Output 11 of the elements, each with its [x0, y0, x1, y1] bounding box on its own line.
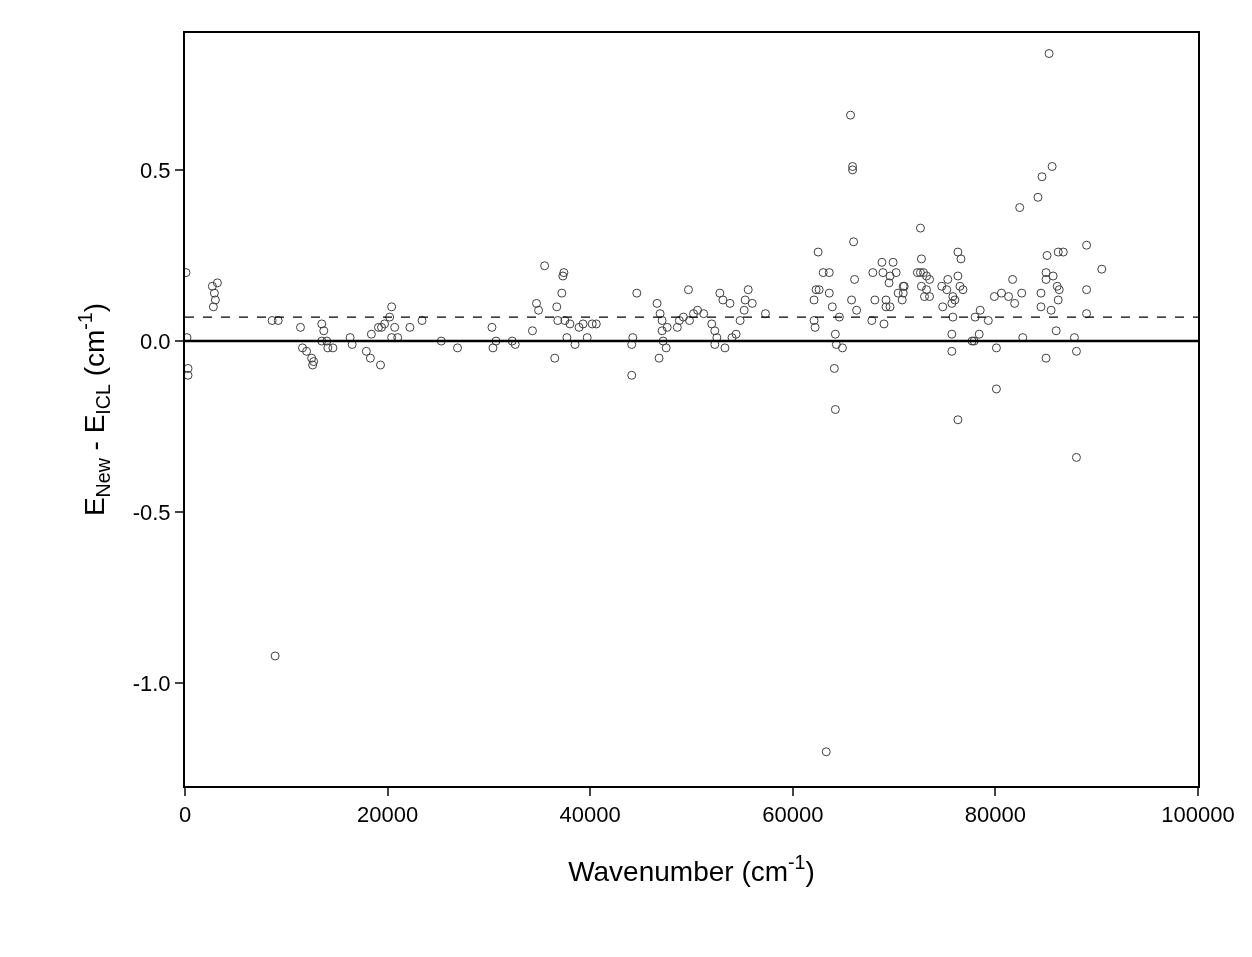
y-tick-label: 0.0	[140, 328, 171, 354]
x-axis-title: Wavenumber (cm$^{-1}$)	[568, 851, 815, 887]
x-tick-label: 60000	[762, 802, 824, 828]
x-tick-label: 40000	[559, 802, 621, 828]
x-tick-label: 80000	[964, 802, 1026, 828]
x-tick-label: 0	[178, 802, 192, 828]
x-tick-label: 20000	[357, 802, 419, 828]
x-tick-label: 100000	[1161, 802, 1235, 828]
y-tick-label: -0.5	[132, 499, 171, 525]
y-tick-label: 0.5	[140, 157, 171, 183]
y-tick-label: -1.0	[132, 671, 171, 697]
